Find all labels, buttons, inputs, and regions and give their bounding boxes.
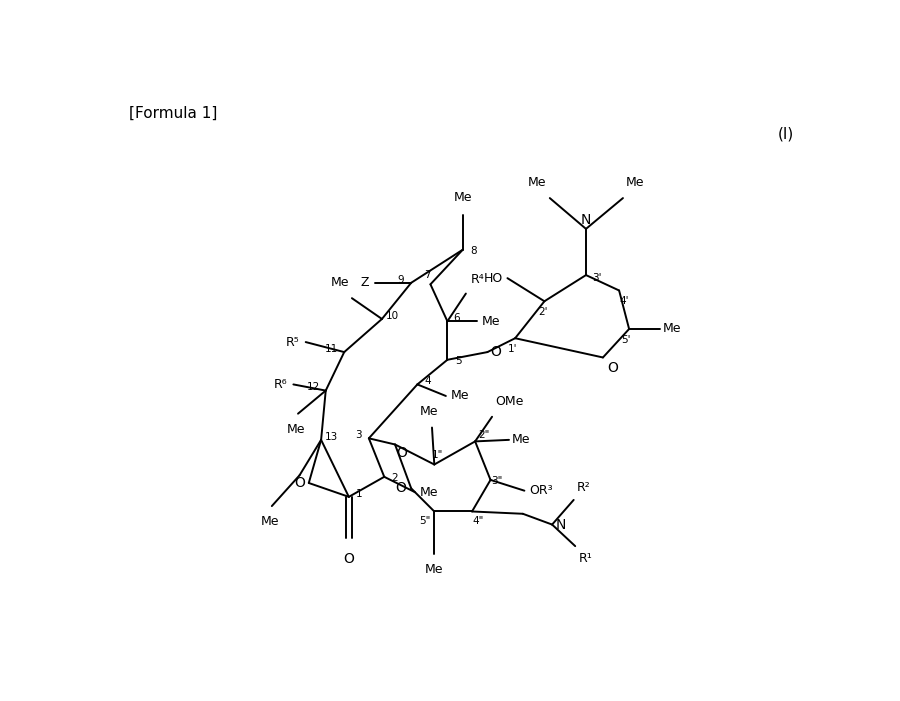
Text: O: O bbox=[294, 476, 305, 490]
Text: R⁵: R⁵ bbox=[286, 336, 300, 348]
Text: 6: 6 bbox=[454, 313, 460, 323]
Text: Me: Me bbox=[287, 423, 306, 436]
Text: 4": 4" bbox=[472, 516, 484, 526]
Text: O: O bbox=[491, 345, 501, 359]
Text: Me: Me bbox=[261, 515, 280, 529]
Text: R⁶: R⁶ bbox=[274, 378, 287, 391]
Text: N: N bbox=[580, 213, 591, 227]
Text: Me: Me bbox=[419, 405, 438, 418]
Text: 11: 11 bbox=[325, 344, 338, 354]
Text: R⁴: R⁴ bbox=[471, 273, 484, 286]
Text: Me: Me bbox=[451, 390, 469, 402]
Text: 1': 1' bbox=[508, 344, 517, 354]
Text: O: O bbox=[608, 360, 618, 374]
Text: OMe: OMe bbox=[495, 395, 524, 407]
Text: O: O bbox=[344, 552, 355, 566]
Text: Z: Z bbox=[360, 276, 369, 290]
Text: Me: Me bbox=[482, 315, 500, 328]
Text: 4': 4' bbox=[619, 297, 628, 306]
Text: (I): (I) bbox=[778, 127, 795, 142]
Text: Me: Me bbox=[330, 276, 349, 289]
Text: Me: Me bbox=[454, 191, 472, 204]
Text: O: O bbox=[396, 482, 407, 496]
Text: 5: 5 bbox=[454, 356, 462, 367]
Text: Me: Me bbox=[663, 322, 681, 336]
Text: 3": 3" bbox=[491, 477, 502, 486]
Text: 8: 8 bbox=[471, 246, 477, 256]
Text: 13: 13 bbox=[325, 432, 338, 442]
Text: Me: Me bbox=[419, 486, 438, 498]
Text: R²: R² bbox=[577, 481, 590, 494]
Text: OR³: OR³ bbox=[529, 484, 553, 497]
Text: 2': 2' bbox=[538, 307, 547, 317]
Text: 4: 4 bbox=[425, 376, 431, 386]
Text: N: N bbox=[555, 517, 565, 531]
Text: Me: Me bbox=[626, 176, 644, 189]
Text: 9: 9 bbox=[397, 275, 404, 285]
Text: HO: HO bbox=[483, 272, 503, 285]
Text: Me: Me bbox=[528, 176, 546, 189]
Text: 2": 2" bbox=[479, 430, 490, 440]
Text: O: O bbox=[397, 446, 408, 460]
Text: 5": 5" bbox=[419, 516, 431, 526]
Text: 1": 1" bbox=[432, 450, 443, 461]
Text: 3: 3 bbox=[355, 430, 362, 440]
Text: Me: Me bbox=[512, 433, 531, 447]
Text: Me: Me bbox=[425, 563, 444, 576]
Text: 2: 2 bbox=[392, 473, 399, 484]
Text: 3': 3' bbox=[592, 273, 601, 283]
Text: [Formula 1]: [Formula 1] bbox=[129, 106, 217, 121]
Text: 5': 5' bbox=[621, 335, 631, 345]
Text: 7: 7 bbox=[424, 270, 431, 280]
Text: 12: 12 bbox=[307, 383, 320, 393]
Text: 1: 1 bbox=[356, 489, 363, 498]
Text: 10: 10 bbox=[386, 311, 400, 321]
Text: R¹: R¹ bbox=[579, 552, 592, 565]
